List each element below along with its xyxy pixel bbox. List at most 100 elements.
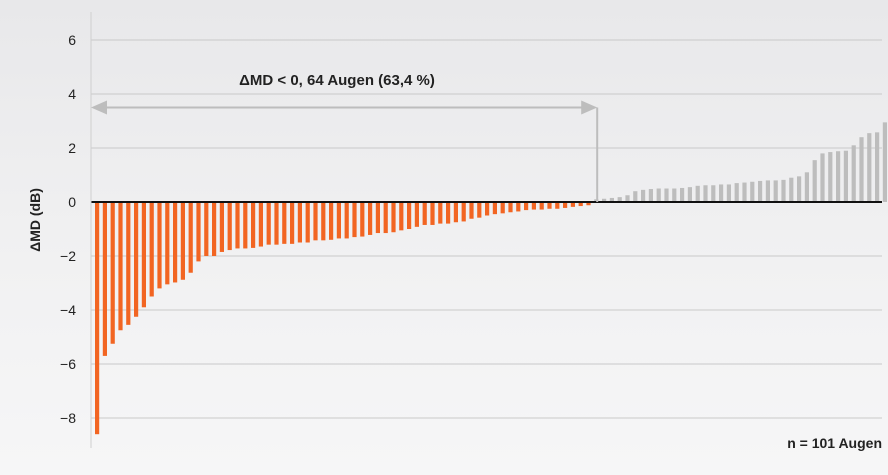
bar-negative xyxy=(547,202,552,209)
bar-positive xyxy=(703,185,708,202)
bar-negative xyxy=(383,202,388,234)
bar-positive xyxy=(812,160,817,202)
bar-negative xyxy=(578,202,583,207)
bar-positive xyxy=(875,132,880,202)
bar-negative xyxy=(297,202,302,243)
bar-negative xyxy=(453,202,458,223)
bar-negative xyxy=(524,202,529,211)
bar-negative xyxy=(196,202,201,262)
bar-negative xyxy=(399,202,404,231)
bar-positive xyxy=(765,180,770,202)
bar-positive xyxy=(843,150,848,202)
bar-negative xyxy=(438,202,443,224)
y-tick-label: 4 xyxy=(68,86,76,102)
y-tick-label: 2 xyxy=(68,140,76,156)
bar-negative xyxy=(173,202,178,283)
bar-negative xyxy=(360,202,365,237)
bar-negative xyxy=(391,202,396,233)
bar-positive xyxy=(804,172,809,202)
bar-negative xyxy=(149,202,154,297)
bar-positive xyxy=(617,197,622,202)
y-tick-label: −6 xyxy=(60,356,76,372)
bar-positive xyxy=(758,180,763,202)
bar-positive xyxy=(641,189,646,202)
bars xyxy=(95,122,887,435)
bar-negative xyxy=(469,202,474,219)
bar-negative xyxy=(235,202,240,249)
y-tick-label: −8 xyxy=(60,410,76,426)
bar-positive xyxy=(664,188,669,202)
y-tick-label: 0 xyxy=(68,194,76,210)
bar-negative xyxy=(204,202,209,256)
bar-positive xyxy=(836,151,841,202)
bar-negative xyxy=(134,202,139,317)
bar-negative xyxy=(531,202,536,210)
bar-negative xyxy=(555,202,560,209)
bar-negative xyxy=(407,202,412,229)
bar-negative xyxy=(477,202,482,218)
bar-positive xyxy=(602,198,607,202)
bar-negative xyxy=(251,202,256,248)
bar-positive xyxy=(687,187,692,202)
annotation-arrow xyxy=(91,100,599,202)
bar-negative xyxy=(516,202,521,212)
bar-positive xyxy=(633,191,638,202)
bar-negative xyxy=(586,202,591,206)
y-tick-label: −2 xyxy=(60,248,76,264)
bar-negative xyxy=(110,202,115,344)
y-axis-ticks: 6 4 2 0 −2 −4 −6 −8 xyxy=(60,32,76,426)
bar-negative xyxy=(352,202,357,238)
bar-positive xyxy=(726,184,731,202)
arrow-head-left xyxy=(91,100,107,115)
bar-negative xyxy=(243,202,248,249)
bar-negative xyxy=(368,202,373,235)
gridlines xyxy=(91,39,882,419)
bar-positive xyxy=(648,189,653,202)
bar-positive xyxy=(851,145,856,202)
bar-negative xyxy=(141,202,146,308)
bar-positive xyxy=(773,180,778,202)
bar-positive xyxy=(734,183,739,202)
bar-negative xyxy=(180,202,185,280)
bar-negative xyxy=(485,202,490,216)
bar-negative xyxy=(274,202,279,245)
bar-negative xyxy=(539,202,544,210)
bar-negative xyxy=(422,202,427,225)
bar-negative xyxy=(336,202,341,239)
bar-negative xyxy=(290,202,295,244)
bar-negative xyxy=(446,202,451,224)
bar-negative xyxy=(212,202,217,256)
arrow-head-right xyxy=(581,100,598,115)
bar-positive xyxy=(750,181,755,202)
bar-negative xyxy=(219,202,224,252)
bar-negative xyxy=(344,202,349,239)
bar-positive xyxy=(719,184,724,202)
bar-negative xyxy=(227,202,232,251)
y-tick-label: 6 xyxy=(68,32,76,48)
annotation-label: ΔMD < 0, 64 Augen (63,4 %) xyxy=(239,72,435,89)
bar-negative xyxy=(492,202,497,215)
bar-positive xyxy=(680,187,685,202)
bar-negative xyxy=(430,202,435,225)
bar-positive xyxy=(711,185,716,202)
bar-negative xyxy=(570,202,575,207)
bar-negative xyxy=(305,202,310,243)
y-tick-label: −4 xyxy=(60,302,76,318)
bar-positive xyxy=(781,179,786,202)
bar-positive xyxy=(656,188,661,202)
bar-positive xyxy=(672,188,677,202)
bar-negative xyxy=(329,202,334,240)
bar-positive xyxy=(820,153,825,202)
bar-negative xyxy=(313,202,318,241)
bar-positive xyxy=(797,176,802,202)
bar-negative xyxy=(563,202,568,208)
bar-negative xyxy=(375,202,380,234)
bar-positive xyxy=(695,185,700,202)
bar-negative xyxy=(126,202,131,325)
sample-size-footnote: n = 101 Augen xyxy=(787,435,882,451)
bar-negative xyxy=(321,202,326,241)
bar-negative xyxy=(266,202,271,245)
bar-negative xyxy=(157,202,162,289)
bar-negative xyxy=(188,202,193,273)
